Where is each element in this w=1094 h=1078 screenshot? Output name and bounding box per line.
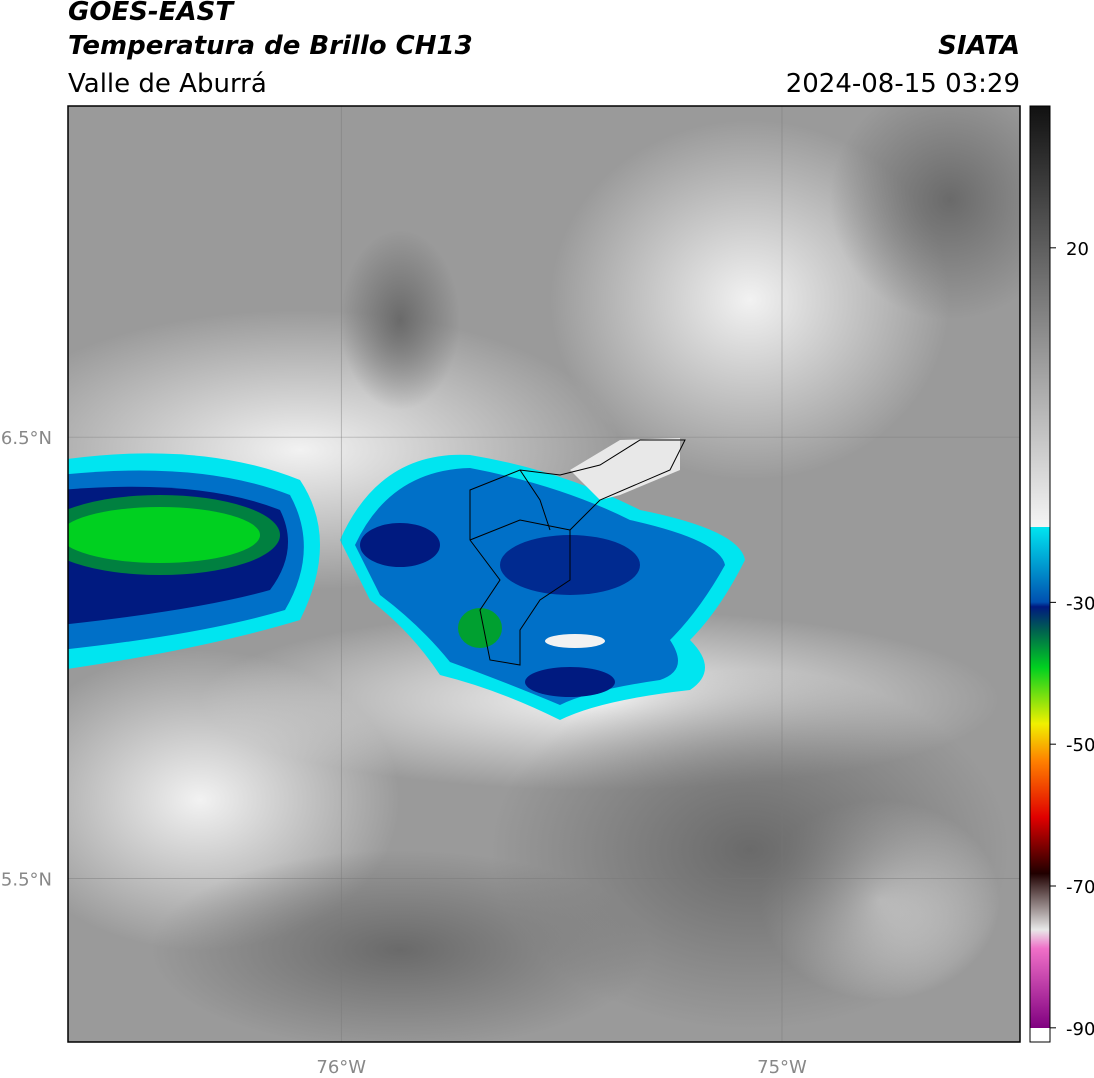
- y-tick-label: 5.5°N: [1, 870, 52, 891]
- product: Temperatura de Brillo CH13: [68, 31, 473, 61]
- colorbar: [1029, 105, 1051, 1043]
- source: SIATA: [938, 31, 1020, 61]
- colorbar-tick-label: 20: [1066, 239, 1089, 260]
- x-tick-label: 75°W: [757, 1057, 807, 1078]
- title: GOES-EAST: [68, 0, 235, 27]
- gridlines: [68, 106, 1020, 1042]
- colorbar-tick-label: -70: [1066, 877, 1094, 898]
- map-frame: [67, 105, 1021, 1043]
- datetime: 2024-08-15 03:29: [786, 69, 1020, 99]
- region: Valle de Aburrá: [68, 69, 267, 99]
- y-tick-label: 6.5°N: [1, 428, 52, 449]
- colorbar-tick-label: -90: [1066, 1019, 1094, 1040]
- satellite-image: [68, 106, 1020, 1042]
- colorbar-tick-label: -30: [1066, 593, 1094, 614]
- colorbar-tick-label: -50: [1066, 735, 1094, 756]
- x-tick-label: 76°W: [316, 1057, 366, 1078]
